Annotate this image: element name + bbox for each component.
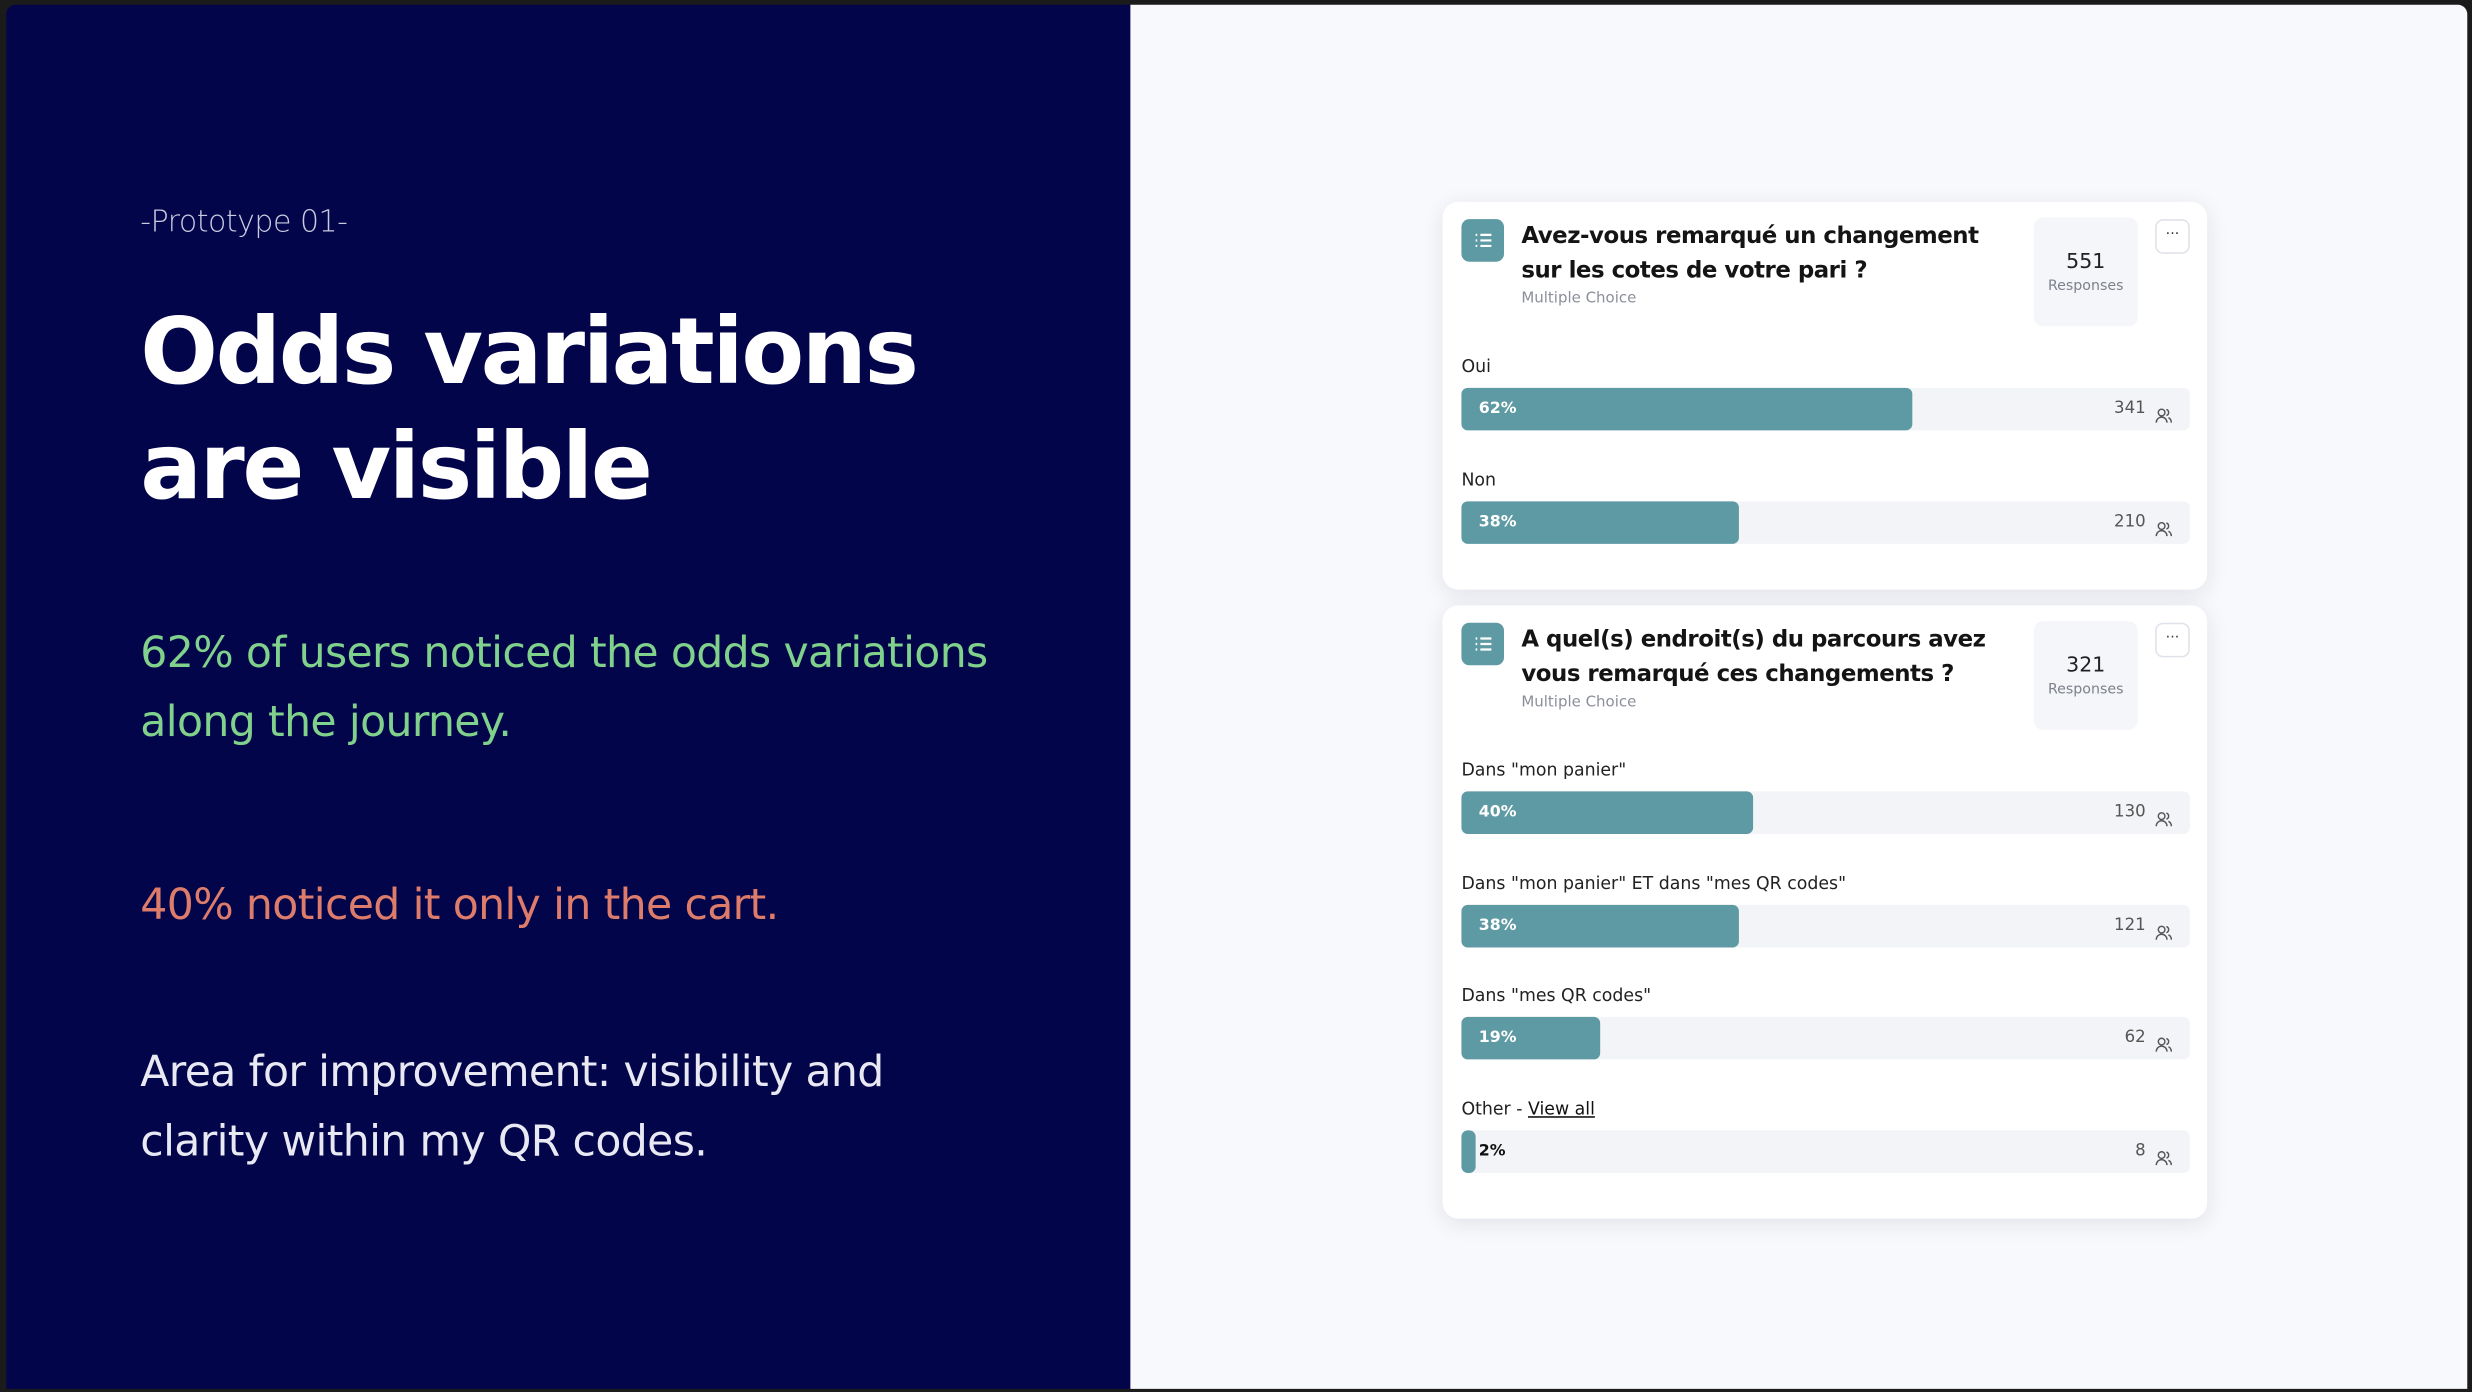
- responses-count: 321: [2066, 654, 2106, 678]
- bar-track: 38% 210: [1461, 500, 2190, 544]
- people-icon: [2155, 521, 2173, 536]
- bar: [1461, 1129, 1477, 1173]
- bar-track: 38% 121: [1461, 904, 2190, 947]
- option-label: Other - View all: [1461, 1098, 1594, 1118]
- vote-count: 8: [2135, 1140, 2146, 1160]
- survey-card: Avez-vous remarqué un changement sur les…: [1442, 201, 2208, 590]
- question: A quel(s) endroit(s) du parcours avez vo…: [1521, 627, 1986, 688]
- view-all-link[interactable]: View all: [1527, 1098, 1595, 1119]
- question-icon: [1461, 219, 1505, 262]
- bar-track: 40% 130: [1461, 791, 2190, 834]
- bar-track: 19% 62: [1461, 1016, 2190, 1060]
- responses-box: 321 Responses: [2033, 621, 2138, 730]
- responses-count: 551: [2066, 250, 2106, 275]
- bar: [1461, 500, 1739, 544]
- responses-box: 551 Responses: [2033, 217, 2138, 327]
- option-text: Oui: [1461, 356, 1491, 377]
- people-icon: [2155, 812, 2173, 827]
- people-icon-box: [2155, 1142, 2173, 1165]
- vote-count: 121: [2114, 915, 2146, 935]
- vote-count: 341: [2114, 398, 2146, 418]
- percent-label: 38%: [1478, 513, 1517, 531]
- bar: [1461, 387, 1914, 431]
- question-type: Multiple Choice: [1521, 290, 1637, 308]
- percent-label: 38%: [1478, 916, 1517, 935]
- percent-label: 62%: [1478, 400, 1517, 418]
- people-icon: [2155, 408, 2173, 423]
- people-icon: [2155, 924, 2173, 940]
- option-text: Dans "mon panier" ET dans "mes QR codes": [1461, 872, 1847, 894]
- bar: [1461, 791, 1753, 834]
- option-text: Other -: [1461, 1098, 1523, 1119]
- option-text: Dans "mon panier": [1461, 759, 1627, 781]
- vote-count: 130: [2114, 802, 2146, 822]
- menu-button[interactable]: ···: [2155, 219, 2190, 254]
- people-icon: [2155, 1150, 2173, 1165]
- list-icon: [1475, 637, 1492, 651]
- finding: 62% of users noticed the odds variations…: [140, 629, 988, 748]
- option-label: Dans "mes QR codes": [1461, 985, 1651, 1005]
- survey-card: A quel(s) endroit(s) du parcours avez vo…: [1442, 605, 2208, 1219]
- vote-count: 62: [2124, 1027, 2146, 1047]
- vote-count: 210: [2114, 511, 2146, 531]
- bar-track: 62% 341: [1461, 387, 2190, 431]
- people-icon: [2155, 1037, 2173, 1052]
- finding: Area for improvement: visibility and cla…: [140, 1048, 884, 1167]
- responses-label: Responses: [2047, 682, 2124, 699]
- option-label: Non: [1461, 469, 1496, 489]
- bar: [1461, 1016, 1600, 1060]
- people-icon-box: [2155, 917, 2173, 940]
- option-label: Oui: [1461, 356, 1490, 376]
- option-label: Dans "mon panier": [1461, 760, 1626, 780]
- question: Avez-vous remarqué un changement sur les…: [1521, 223, 1979, 284]
- bar: [1461, 904, 1739, 947]
- option-text: Non: [1461, 469, 1497, 490]
- responses-label: Responses: [2047, 279, 2124, 295]
- finding: 40% noticed it only in the cart.: [140, 881, 779, 931]
- question-icon: [1461, 622, 1505, 666]
- bar-track: 2% 8: [1461, 1129, 2190, 1173]
- kicker: -Prototype 01-: [140, 204, 348, 240]
- percent-label: 19%: [1478, 1029, 1517, 1047]
- percent-label: 40%: [1478, 804, 1517, 822]
- option-label: Dans "mon panier" ET dans "mes QR codes": [1461, 873, 1846, 893]
- people-icon-box: [2155, 1029, 2173, 1052]
- headline: Odds variations are visible: [140, 297, 919, 521]
- people-icon-box: [2155, 513, 2173, 536]
- option-text: Dans "mes QR codes": [1461, 985, 1652, 1006]
- people-icon-box: [2155, 804, 2173, 827]
- question-type: Multiple Choice: [1521, 693, 1637, 712]
- menu-button[interactable]: ···: [2155, 622, 2190, 658]
- people-icon-box: [2155, 400, 2173, 423]
- left-panel: -Prototype 01- Odds variations are visib…: [6, 4, 1131, 1389]
- percent-label: 2%: [1478, 1142, 1506, 1160]
- list-icon: [1475, 233, 1492, 248]
